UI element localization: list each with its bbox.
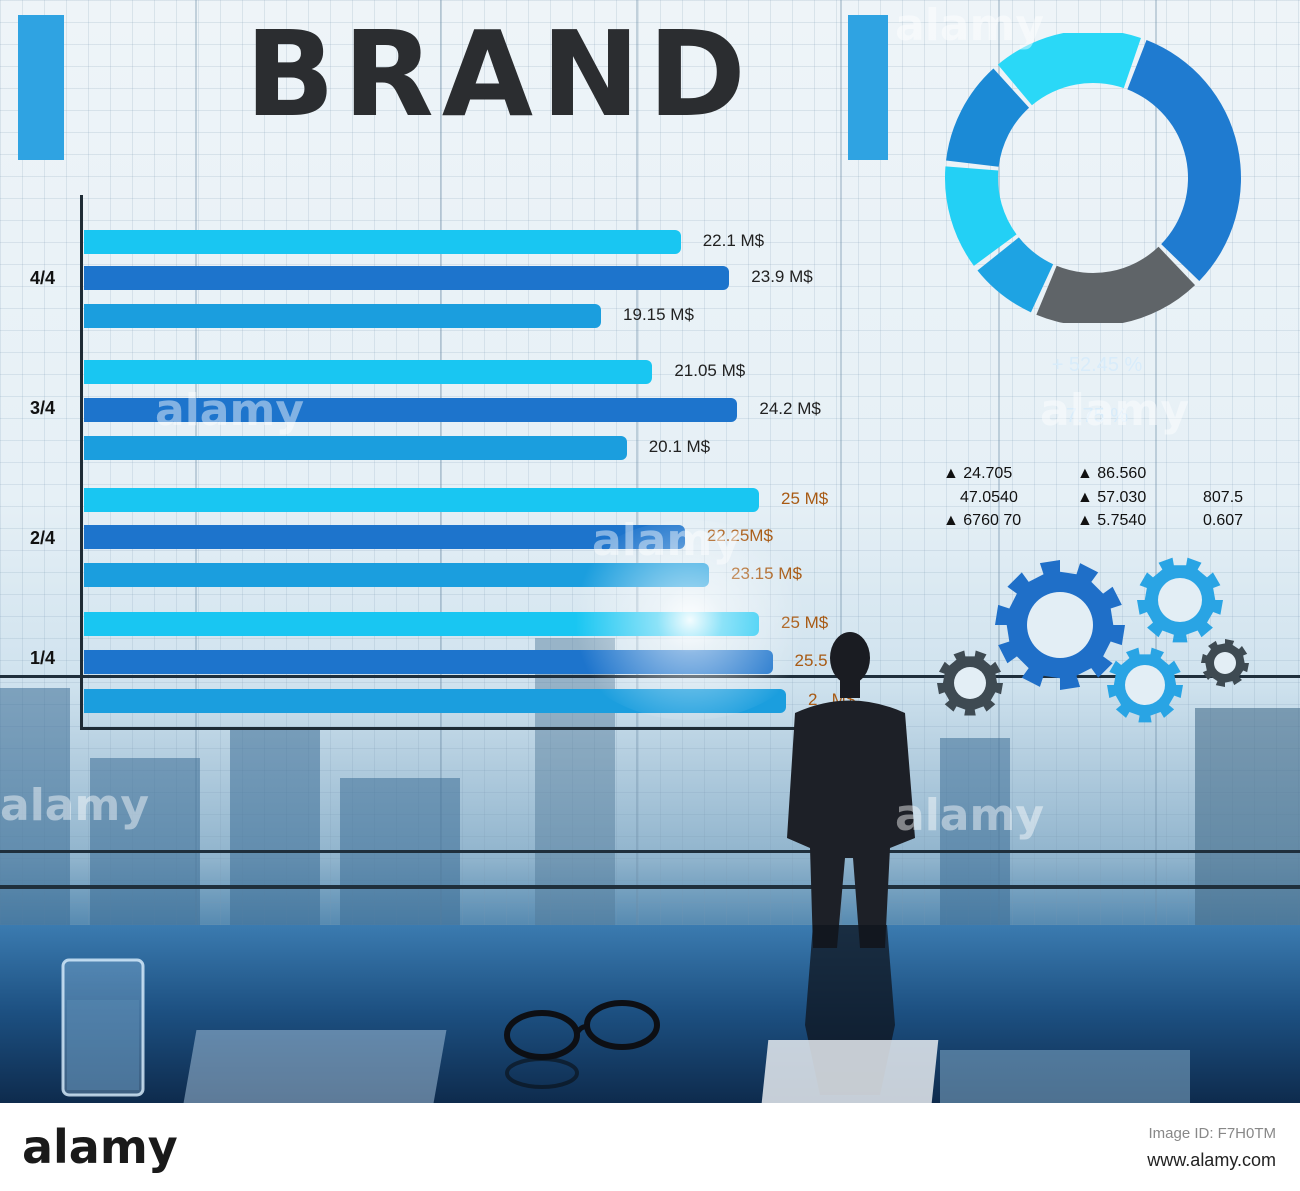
building xyxy=(90,758,200,938)
donut-segment xyxy=(946,68,1030,167)
gear-medium-icon xyxy=(1137,557,1223,643)
bar xyxy=(84,230,681,254)
photo-scene: BRAND 4/4 3/4 2/4 1/4 22.1 M$ 23.9 M$ 19.1… xyxy=(0,0,1300,1103)
site-url: www.alamy.com xyxy=(1147,1150,1276,1170)
bar xyxy=(84,488,759,512)
eyeglasses xyxy=(504,1000,660,1089)
y-tick-label: 1/4 xyxy=(30,648,56,668)
bar xyxy=(84,304,602,328)
y-tick-label: 4/4 xyxy=(30,268,56,288)
bar-value-label: 24.2 M$ xyxy=(759,399,821,418)
footer-bar xyxy=(0,1103,1300,1191)
y-tick-label: 3/4 xyxy=(30,398,56,418)
document-paper xyxy=(761,1040,939,1103)
gear-large-icon xyxy=(995,560,1125,690)
watermark: alamy xyxy=(895,790,1044,841)
stat-value: ▲ 6760 70 xyxy=(943,512,1022,529)
donut-segment xyxy=(997,33,1141,106)
window-rail xyxy=(0,850,1300,853)
stat-value: ▲ 24.705 xyxy=(943,465,1013,482)
y-tick-label: 2/4 xyxy=(30,528,56,548)
water-glass xyxy=(61,958,145,1097)
gear-small-icon xyxy=(1201,639,1249,687)
gears-icon xyxy=(937,557,1249,723)
bar-value-label: 21.05 M$ xyxy=(674,361,746,380)
bar xyxy=(84,398,738,422)
window-mullion xyxy=(998,0,1000,1103)
donut-segment xyxy=(1127,40,1241,282)
watermark: alamy xyxy=(1040,385,1189,436)
stat-value: 807.5 xyxy=(1203,489,1244,506)
window-mullion xyxy=(440,0,442,1103)
donut-segment xyxy=(977,237,1054,313)
image-id: Image ID: F7H0TM xyxy=(1148,1125,1276,1142)
stat-value: 47.0540 xyxy=(960,489,1018,506)
stat-value: ▲ 86.560 xyxy=(1077,465,1147,482)
chart-x-axis xyxy=(80,727,800,730)
bar-value-label: 25 M$ xyxy=(781,489,829,508)
percent-pill: + 52.45 % xyxy=(1051,354,1143,376)
building xyxy=(230,728,320,938)
building xyxy=(940,738,1010,938)
footer-info: Image ID: F7H0TM www.alamy.com xyxy=(1147,1121,1276,1173)
bar-value-label: 20.1 M$ xyxy=(648,437,711,456)
watermark: alamy xyxy=(0,780,149,831)
watermark: alamy xyxy=(155,385,304,436)
brand-title: BRAND xyxy=(245,5,754,143)
bar xyxy=(84,266,730,290)
document-paper xyxy=(183,1030,447,1103)
bar-value-label: 19.15 M$ xyxy=(623,305,694,324)
chart-y-axis xyxy=(80,195,83,730)
donut-chart xyxy=(945,33,1241,323)
alamy-logo: alamy xyxy=(22,1120,178,1174)
bar xyxy=(84,436,627,460)
bar xyxy=(84,525,685,549)
window-rail xyxy=(0,885,1300,889)
lens-flare xyxy=(560,520,820,720)
window-mullion xyxy=(840,0,842,1103)
watermark: alamy xyxy=(895,0,1044,51)
bar-value-label: 23.9 M$ xyxy=(751,267,813,286)
building xyxy=(1195,708,1300,938)
building xyxy=(0,688,70,938)
accent-block-right xyxy=(848,15,888,160)
donut-segment xyxy=(945,166,1017,266)
gear-small-icon xyxy=(937,650,1003,716)
percent-pill: 7.75 % xyxy=(1065,405,1129,427)
window-mullion xyxy=(195,0,197,1103)
bar xyxy=(84,360,653,384)
stat-value: 0.607 xyxy=(1203,512,1244,529)
window-mullion xyxy=(1155,0,1157,1103)
watermark: alamy xyxy=(592,515,741,566)
stat-value: ▲ 57.030 xyxy=(1077,489,1147,506)
document-paper xyxy=(940,1050,1190,1103)
businessman-silhouette xyxy=(787,632,915,948)
building xyxy=(340,778,460,938)
donut-segment xyxy=(1036,246,1196,323)
stat-value: ▲ 5.7540 xyxy=(1077,512,1147,529)
gear-medium-icon xyxy=(1107,647,1183,723)
bar-value-label: 22.1 M$ xyxy=(702,231,765,250)
accent-block-left xyxy=(18,15,64,160)
